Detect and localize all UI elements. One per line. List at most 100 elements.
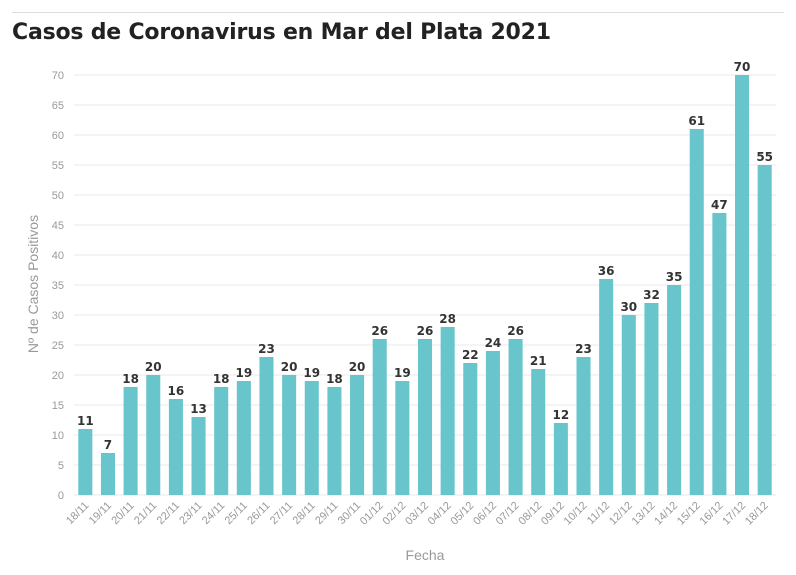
y-tick-label: 10 <box>52 430 64 442</box>
x-tick-label: 13/12 <box>630 500 658 528</box>
x-tick-label: 14/12 <box>652 500 680 528</box>
y-tick-label: 5 <box>58 460 64 472</box>
y-tick-label: 20 <box>52 370 64 382</box>
bar <box>327 387 342 495</box>
bar <box>395 381 410 495</box>
x-tick-label: 19/11 <box>87 500 114 527</box>
data-label: 18 <box>326 372 343 386</box>
x-tick-label: 22/11 <box>155 500 182 527</box>
x-tick-label: 10/12 <box>562 500 590 528</box>
bar <box>485 351 500 495</box>
y-tick-label: 60 <box>52 130 64 142</box>
data-label: 12 <box>553 408 570 422</box>
y-tick-label: 50 <box>52 190 64 202</box>
bar <box>440 327 455 495</box>
bar <box>508 339 523 495</box>
data-label: 36 <box>598 264 615 278</box>
y-axis-ticks: 0 5 10 15 20 25 30 35 40 45 50 55 60 65 70 <box>52 70 64 502</box>
y-tick-label: 55 <box>52 160 64 172</box>
y-tick-label: 0 <box>58 490 64 502</box>
bar <box>689 129 704 495</box>
bar <box>667 285 682 495</box>
x-axis-title: Fecha <box>406 547 445 563</box>
bar <box>350 375 365 495</box>
data-label: 24 <box>485 336 502 350</box>
data-label: 19 <box>235 366 252 380</box>
data-label: 19 <box>394 366 411 380</box>
bar <box>372 339 387 495</box>
x-tick-label: 21/11 <box>132 500 159 527</box>
y-tick-label: 45 <box>52 220 64 232</box>
x-tick-label: 27/11 <box>268 500 295 527</box>
y-axis-title: Nº de Casos Positivos <box>25 215 41 353</box>
bar <box>123 387 138 495</box>
x-tick-label: 08/12 <box>516 500 544 528</box>
data-label: 23 <box>258 342 275 356</box>
bar <box>146 375 161 495</box>
x-tick-label: 15/12 <box>675 500 703 528</box>
data-label: 26 <box>371 324 388 338</box>
data-label: 47 <box>711 198 728 212</box>
x-tick-label: 18/12 <box>743 500 771 528</box>
y-tick-label: 70 <box>52 70 64 82</box>
data-label: 70 <box>734 60 751 74</box>
bar <box>644 303 659 495</box>
y-tick-label: 40 <box>52 250 64 262</box>
x-tick-label: 24/11 <box>200 500 227 527</box>
data-label: 26 <box>417 324 434 338</box>
bar <box>100 453 115 495</box>
y-tick-label: 15 <box>52 400 64 412</box>
x-tick-label: 03/12 <box>403 500 431 528</box>
y-tick-label: 65 <box>52 100 64 112</box>
chart-title: Casos de Coronavirus en Mar del Plata 20… <box>12 20 551 45</box>
x-tick-label: 28/11 <box>291 500 318 527</box>
top-divider <box>12 12 784 13</box>
bar <box>621 315 636 495</box>
x-tick-label: 07/12 <box>494 500 522 528</box>
data-label: 18 <box>122 372 139 386</box>
bar <box>417 339 433 495</box>
gridlines <box>74 74 776 496</box>
data-label: 30 <box>620 300 637 314</box>
data-label: 20 <box>349 360 366 374</box>
x-axis-ticks: 18/1119/1120/1121/1122/1123/1124/1125/11… <box>64 500 771 528</box>
bar <box>214 387 229 495</box>
data-label: 23 <box>575 342 592 356</box>
data-label: 26 <box>507 324 524 338</box>
bar <box>282 375 297 495</box>
x-tick-label: 02/12 <box>381 500 409 528</box>
x-tick-label: 01/12 <box>358 500 386 528</box>
data-label: 18 <box>213 372 230 386</box>
bar <box>531 369 546 495</box>
x-tick-label: 20/11 <box>109 500 136 527</box>
y-tick-label: 30 <box>52 310 64 322</box>
x-tick-label: 18/11 <box>64 500 91 527</box>
bar <box>735 75 750 495</box>
data-label: 19 <box>303 366 320 380</box>
x-tick-label: 30/11 <box>336 500 363 527</box>
bar <box>712 213 727 495</box>
data-label: 7 <box>104 438 112 452</box>
data-labels: 11 7 18 20 16 13 18 19 23 20 19 18 20 26 19 26 28 22 24 26 2… <box>77 60 773 452</box>
x-tick-label: 05/12 <box>448 500 476 528</box>
data-label: 22 <box>462 348 479 362</box>
x-tick-label: 16/12 <box>698 500 726 528</box>
x-tick-label: 25/11 <box>223 500 250 527</box>
bar <box>576 357 591 495</box>
data-label: 55 <box>756 150 773 164</box>
data-label: 20 <box>145 360 162 374</box>
x-tick-label: 12/12 <box>607 500 635 528</box>
x-tick-label: 11/12 <box>585 500 612 527</box>
bar <box>168 399 183 495</box>
x-tick-label: 17/12 <box>720 500 748 528</box>
x-tick-label: 06/12 <box>471 500 499 528</box>
data-label: 13 <box>190 402 207 416</box>
y-tick-label: 25 <box>52 340 64 352</box>
bar <box>236 381 251 495</box>
data-label: 11 <box>77 414 94 428</box>
bar <box>757 165 772 495</box>
x-tick-label: 23/11 <box>177 500 204 527</box>
x-tick-label: 09/12 <box>539 500 567 528</box>
bar <box>553 423 568 495</box>
